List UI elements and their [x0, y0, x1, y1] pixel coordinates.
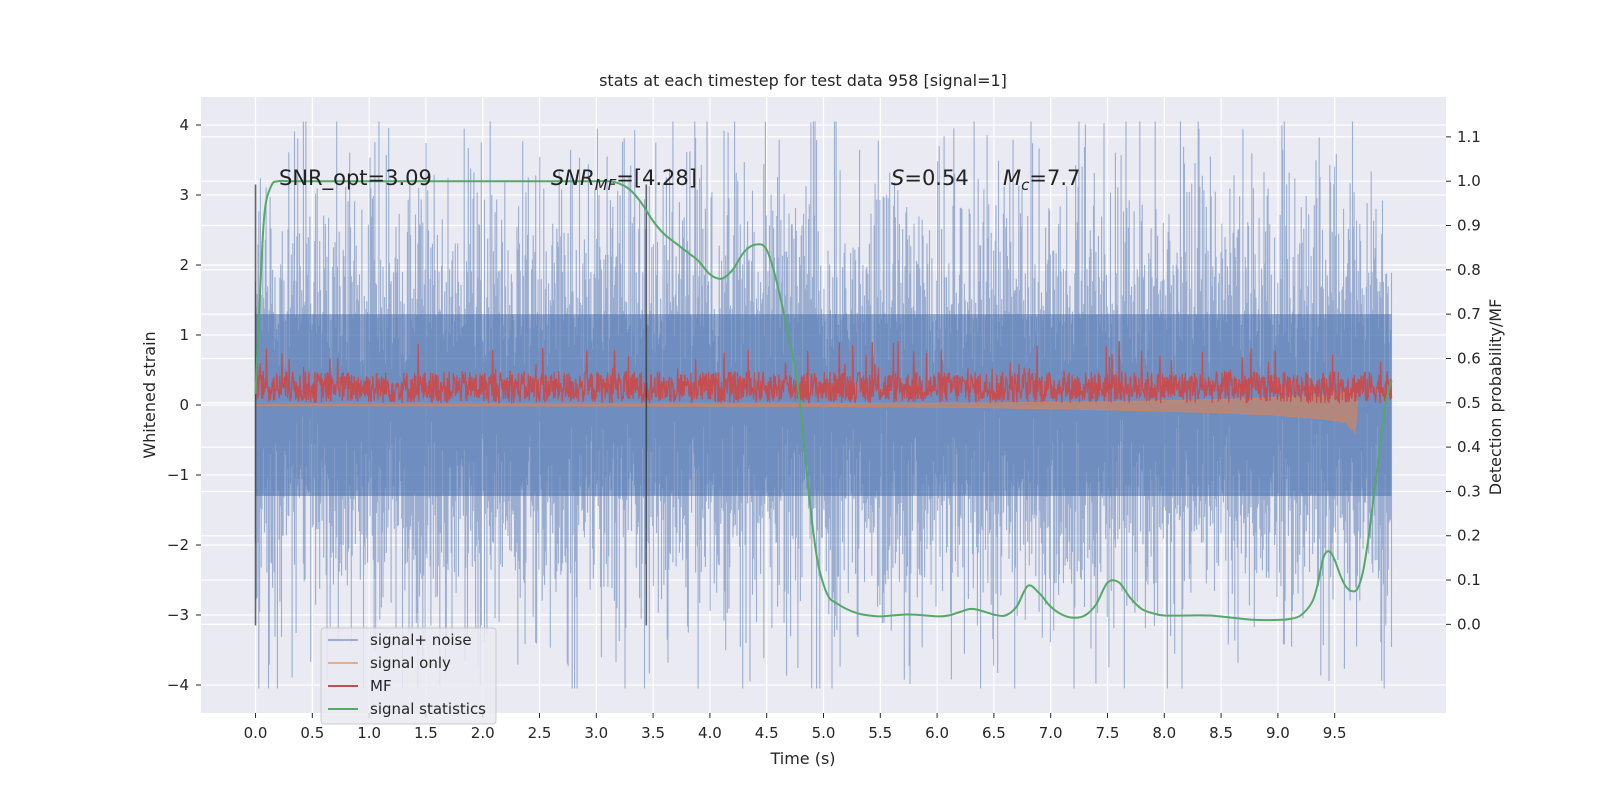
x-tick-label: 6.0	[925, 724, 949, 742]
annotation-mc: Mc=7.7	[1003, 166, 1080, 194]
y-tick-label: 0	[179, 396, 189, 414]
y-right-tick-label: 0.5	[1457, 394, 1481, 412]
annotations: SNR_opt=3.09 SNRMF=[4.28] S=0.54 Mc=7.7	[279, 166, 1080, 194]
annotation-snr-opt: SNR_opt=3.09	[279, 166, 432, 191]
y-right-axis-ticks: 0.0 0.1 0.2 0.3 0.4 0.5 0.6 0.7 0.8 0.9 1.0 1.1	[1446, 128, 1481, 633]
x-tick-label: 9.0	[1266, 724, 1290, 742]
x-tick-label: 7.5	[1096, 724, 1120, 742]
legend-label-signal-plus-noise: signal+ noise	[370, 631, 472, 649]
x-axis-ticks: 0.0 0.5 1.0 1.5 2.0 2.5 3.0 3.5 4.0 4.5 5.0 5.5 6.0 6…	[244, 713, 1347, 742]
y-tick-label: −1	[167, 466, 189, 484]
x-tick-label: 6.5	[982, 724, 1006, 742]
annotation-snr-mf: SNRMF=[4.28]	[551, 166, 697, 194]
signal-only-trace	[255, 386, 1358, 435]
x-tick-label: 1.0	[357, 724, 381, 742]
y-right-tick-label: 0.8	[1457, 261, 1481, 279]
legend-label-signal-statistics: signal statistics	[370, 700, 486, 718]
annotation-s: S=0.54	[891, 166, 969, 190]
y-axis-ticks: −4 −3 −2 −1 0 1 2 3 4	[167, 116, 201, 694]
y-right-tick-label: 0.2	[1457, 527, 1481, 545]
series-signal-statistics	[254, 179, 1393, 622]
y-right-tick-label: 0.4	[1457, 438, 1481, 456]
x-tick-label: 1.5	[414, 724, 438, 742]
signal-statistics-line	[254, 179, 1393, 622]
legend-label-signal-only: signal only	[370, 654, 451, 672]
legend: signal+ noise signal only MF signal stat…	[320, 627, 497, 725]
x-tick-label: 8.5	[1209, 724, 1233, 742]
x-tick-label: 5.5	[868, 724, 892, 742]
legend-box	[320, 627, 497, 725]
chart-title: stats at each timestep for test data 958…	[599, 71, 1007, 90]
x-tick-label: 3.0	[584, 724, 608, 742]
y-axis-label: Whitened strain	[140, 331, 159, 458]
series-signal-only	[255, 386, 1358, 435]
vertical-markers	[254, 184, 648, 626]
y-right-axis-label: Detection probability/MF	[1486, 299, 1505, 496]
y-right-tick-label: 1.1	[1457, 128, 1481, 146]
y-right-tick-label: 0.3	[1457, 482, 1481, 500]
y-right-tick-label: 0.0	[1457, 615, 1481, 633]
y-right-tick-label: 0.9	[1457, 217, 1481, 235]
x-tick-label: 0.5	[300, 724, 324, 742]
series-mf	[254, 340, 1393, 404]
x-tick-label: 2.5	[528, 724, 552, 742]
y-tick-label: 1	[179, 326, 189, 344]
y-right-tick-label: 0.1	[1457, 571, 1481, 589]
y-tick-label: 4	[179, 116, 189, 134]
y-tick-label: 2	[179, 256, 189, 274]
x-tick-label: 2.0	[471, 724, 495, 742]
x-axis-label: Time (s)	[769, 749, 835, 768]
y-tick-label: −4	[167, 676, 189, 694]
y-tick-label: 3	[179, 186, 189, 204]
y-tick-label: −2	[167, 536, 189, 554]
mf-trace	[254, 340, 1393, 404]
x-tick-label: 0.0	[244, 724, 268, 742]
legend-label-mf: MF	[370, 677, 392, 695]
y-tick-label: −3	[167, 606, 189, 624]
x-tick-label: 8.0	[1152, 724, 1176, 742]
y-right-tick-label: 0.6	[1457, 349, 1481, 367]
x-tick-label: 3.5	[641, 724, 665, 742]
x-tick-label: 4.5	[755, 724, 779, 742]
x-tick-label: 7.0	[1039, 724, 1063, 742]
x-tick-label: 4.0	[698, 724, 722, 742]
x-tick-label: 9.5	[1323, 724, 1347, 742]
y-right-tick-label: 1.0	[1457, 172, 1481, 190]
y-right-tick-label: 0.7	[1457, 305, 1481, 323]
x-tick-label: 5.0	[812, 724, 836, 742]
